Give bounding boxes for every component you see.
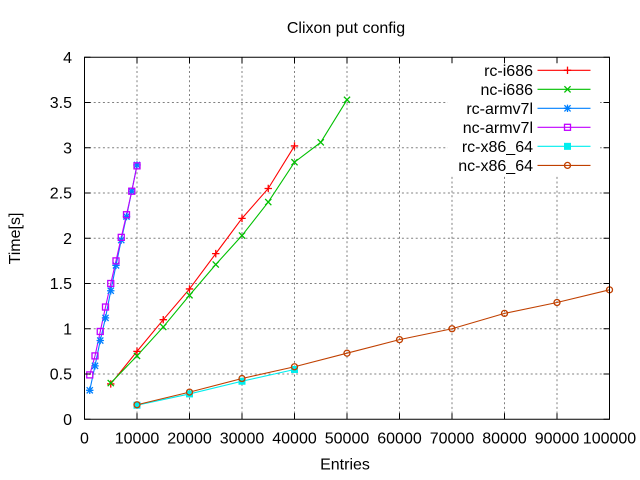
svg-text:30000: 30000 bbox=[220, 431, 265, 448]
svg-text:60000: 60000 bbox=[377, 431, 422, 448]
svg-text:100000: 100000 bbox=[583, 431, 636, 448]
svg-text:1.5: 1.5 bbox=[50, 276, 72, 293]
svg-text:20000: 20000 bbox=[167, 431, 212, 448]
svg-text:rc-i686: rc-i686 bbox=[484, 63, 533, 80]
svg-text:70000: 70000 bbox=[430, 431, 475, 448]
svg-text:Entries: Entries bbox=[320, 457, 370, 474]
svg-text:1: 1 bbox=[63, 321, 72, 338]
svg-text:40000: 40000 bbox=[272, 431, 317, 448]
svg-text:10000: 10000 bbox=[115, 431, 160, 448]
svg-text:2: 2 bbox=[63, 231, 72, 248]
svg-text:Time[s]: Time[s] bbox=[7, 213, 24, 265]
svg-text:90000: 90000 bbox=[535, 431, 580, 448]
svg-text:rc-armv7l: rc-armv7l bbox=[466, 101, 533, 118]
svg-text:80000: 80000 bbox=[482, 431, 527, 448]
svg-text:0: 0 bbox=[63, 412, 72, 429]
svg-text:0.5: 0.5 bbox=[50, 367, 72, 384]
svg-text:Clixon put config: Clixon put config bbox=[287, 20, 405, 37]
svg-text:3.5: 3.5 bbox=[50, 95, 72, 112]
svg-text:nc-x86_64: nc-x86_64 bbox=[458, 158, 533, 175]
svg-text:4: 4 bbox=[63, 50, 72, 67]
svg-text:50000: 50000 bbox=[325, 431, 370, 448]
svg-text:rc-x86_64: rc-x86_64 bbox=[462, 139, 533, 156]
svg-text:nc-armv7l: nc-armv7l bbox=[463, 120, 533, 137]
svg-text:2.5: 2.5 bbox=[50, 186, 72, 203]
svg-text:3: 3 bbox=[63, 140, 72, 157]
svg-text:nc-i686: nc-i686 bbox=[481, 82, 534, 99]
svg-text:0: 0 bbox=[80, 431, 89, 448]
